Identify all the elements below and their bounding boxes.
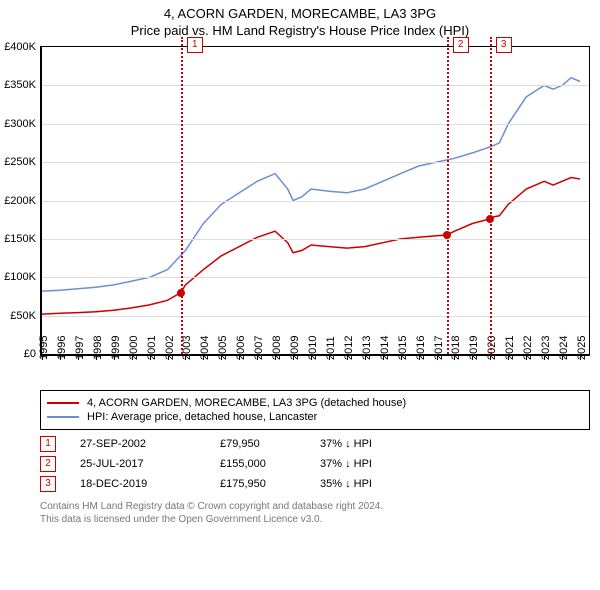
x-tick-label: 2003 <box>181 336 193 360</box>
footer-line-1: Contains HM Land Registry data © Crown c… <box>40 500 590 513</box>
x-tick-label: 2013 <box>361 336 373 360</box>
x-tick-label: 2005 <box>217 336 229 360</box>
x-tick-label: 1995 <box>38 336 50 360</box>
gridline-h <box>42 162 589 163</box>
event-price-1: £79,950 <box>220 438 320 450</box>
y-tick-label: £0 <box>24 348 36 360</box>
title-line-2: Price paid vs. HM Land Registry's House … <box>0 23 600 38</box>
y-tick-label: £200K <box>4 195 36 207</box>
x-tick-label: 2021 <box>504 336 516 360</box>
x-tick-label: 1999 <box>110 336 122 360</box>
event-price-3: £175,950 <box>220 478 320 490</box>
event-row-3: 3 18-DEC-2019 £175,950 35% ↓ HPI <box>40 476 590 492</box>
y-tick-label: £100K <box>4 271 36 283</box>
gridline-h <box>42 239 589 240</box>
events-table: 1 27-SEP-2002 £79,950 37% ↓ HPI 2 25-JUL… <box>40 436 590 492</box>
x-tick-label: 2015 <box>397 336 409 360</box>
event-marker <box>443 231 451 239</box>
event-marker <box>177 289 185 297</box>
event-line <box>447 37 449 354</box>
event-marker <box>486 215 494 223</box>
x-tick-label: 2010 <box>307 336 319 360</box>
plot-region: £0£50K£100K£150K£200K£250K£300K£350K£400… <box>40 46 590 356</box>
event-date-1: 27-SEP-2002 <box>80 438 220 450</box>
title-block: 4, ACORN GARDEN, MORECAMBE, LA3 3PG Pric… <box>0 0 600 38</box>
event-num-3: 3 <box>40 476 56 492</box>
series-line-hpi <box>42 78 580 291</box>
event-box: 2 <box>453 37 469 53</box>
series-line-property <box>42 178 580 315</box>
x-tick-label: 1997 <box>74 336 86 360</box>
gridline-h <box>42 124 589 125</box>
x-tick-label: 2023 <box>540 336 552 360</box>
y-tick-label: £350K <box>4 79 36 91</box>
x-tick-label: 2016 <box>415 336 427 360</box>
footer-line-2: This data is licensed under the Open Gov… <box>40 513 590 526</box>
x-tick-label: 2020 <box>486 336 498 360</box>
footer: Contains HM Land Registry data © Crown c… <box>40 500 590 526</box>
legend-label-property: 4, ACORN GARDEN, MORECAMBE, LA3 3PG (det… <box>87 397 406 409</box>
event-line <box>490 37 492 354</box>
event-price-2: £155,000 <box>220 458 320 470</box>
event-diff-3: 35% ↓ HPI <box>320 478 372 490</box>
x-tick-label: 2018 <box>450 336 462 360</box>
x-tick-label: 2001 <box>146 336 158 360</box>
gridline-h <box>42 277 589 278</box>
event-date-3: 18-DEC-2019 <box>80 478 220 490</box>
event-diff-2: 37% ↓ HPI <box>320 458 372 470</box>
x-tick-label: 2009 <box>289 336 301 360</box>
x-tick-label: 2024 <box>558 336 570 360</box>
event-num-1: 1 <box>40 436 56 452</box>
gridline-h <box>42 201 589 202</box>
event-box: 3 <box>496 37 512 53</box>
y-tick-label: £400K <box>4 41 36 53</box>
event-box: 1 <box>187 37 203 53</box>
y-tick-label: £300K <box>4 118 36 130</box>
event-line <box>181 37 183 354</box>
legend-row-hpi: HPI: Average price, detached house, Lanc… <box>47 411 583 423</box>
legend-swatch-hpi <box>47 416 79 418</box>
x-tick-label: 2012 <box>343 336 355 360</box>
gridline-h <box>42 85 589 86</box>
title-line-1: 4, ACORN GARDEN, MORECAMBE, LA3 3PG <box>0 6 600 21</box>
x-tick-label: 2017 <box>433 336 445 360</box>
legend-label-hpi: HPI: Average price, detached house, Lanc… <box>87 411 317 423</box>
legend-swatch-property <box>47 402 79 404</box>
gridline-h <box>42 316 589 317</box>
legend: 4, ACORN GARDEN, MORECAMBE, LA3 3PG (det… <box>40 390 590 430</box>
y-tick-label: £50K <box>10 310 36 322</box>
x-tick-label: 2006 <box>235 336 247 360</box>
x-tick-label: 1998 <box>92 336 104 360</box>
event-row-2: 2 25-JUL-2017 £155,000 37% ↓ HPI <box>40 456 590 472</box>
x-tick-label: 2007 <box>253 336 265 360</box>
x-tick-label: 2011 <box>325 336 337 360</box>
y-tick-label: £150K <box>4 233 36 245</box>
x-tick-label: 2019 <box>468 336 480 360</box>
x-tick-label: 2014 <box>379 336 391 360</box>
x-tick-label: 2004 <box>199 336 211 360</box>
x-tick-label: 2002 <box>164 336 176 360</box>
x-tick-label: 1996 <box>56 336 68 360</box>
x-tick-label: 2025 <box>576 336 588 360</box>
y-tick-label: £250K <box>4 156 36 168</box>
x-tick-label: 2022 <box>522 336 534 360</box>
x-tick-label: 2000 <box>128 336 140 360</box>
event-date-2: 25-JUL-2017 <box>80 458 220 470</box>
legend-row-property: 4, ACORN GARDEN, MORECAMBE, LA3 3PG (det… <box>47 397 583 409</box>
event-diff-1: 37% ↓ HPI <box>320 438 372 450</box>
x-tick-label: 2008 <box>271 336 283 360</box>
event-row-1: 1 27-SEP-2002 £79,950 37% ↓ HPI <box>40 436 590 452</box>
event-num-2: 2 <box>40 456 56 472</box>
chart-area: £0£50K£100K£150K£200K£250K£300K£350K£400… <box>40 46 590 386</box>
